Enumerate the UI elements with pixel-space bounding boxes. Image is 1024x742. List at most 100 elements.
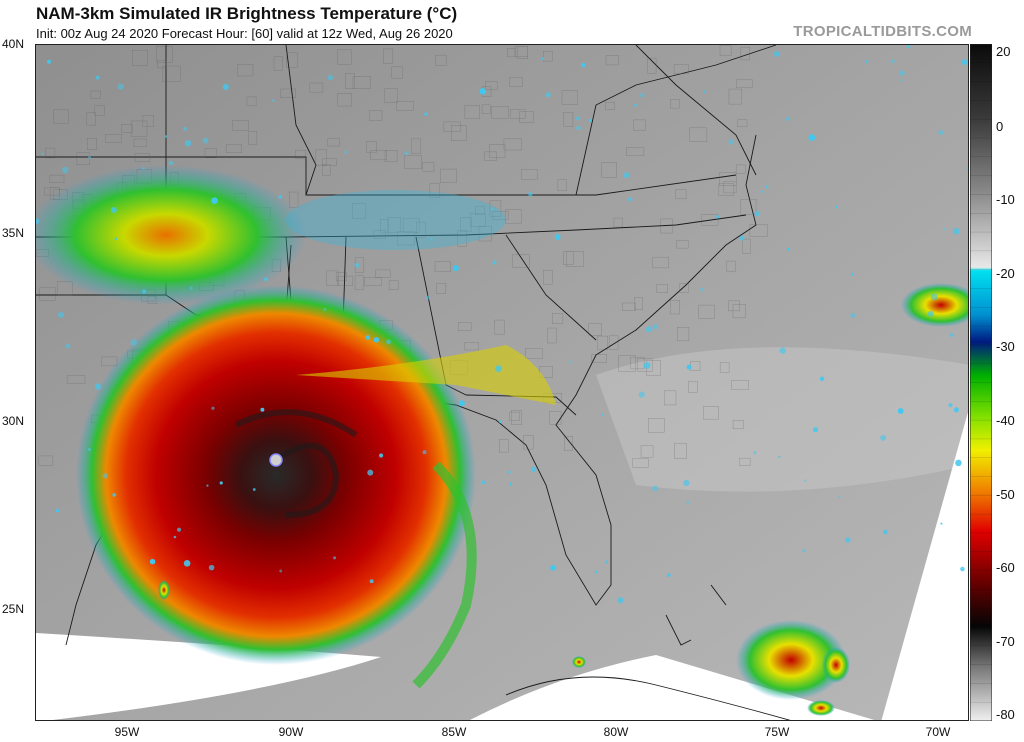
cloud-speckle [354, 262, 360, 268]
county-cell [634, 297, 643, 310]
county-cell [134, 153, 151, 162]
county-cell [49, 174, 65, 183]
cloud-speckle [927, 310, 934, 317]
county-cell [510, 109, 526, 119]
county-cell [335, 272, 347, 282]
rainband-east [412, 461, 477, 689]
county-cell [162, 65, 181, 82]
cloud-speckle [491, 208, 494, 211]
county-cell [731, 380, 749, 390]
atlantic-convection-east [901, 283, 968, 327]
cloud-speckle [942, 227, 946, 231]
cloud-speckle [168, 160, 174, 166]
cloud-speckle [430, 238, 433, 241]
county-cell [739, 457, 751, 466]
cloud-speckle [594, 570, 598, 574]
cloud-speckle [373, 336, 380, 343]
county-cell [509, 411, 520, 421]
county-cell [435, 54, 447, 66]
county-cell [503, 138, 522, 151]
county-cell [422, 162, 435, 172]
cloud-speckle [700, 287, 704, 292]
cloud-speckle [955, 459, 962, 467]
cloud-speckle [900, 79, 903, 82]
cloud-speckle [327, 74, 333, 81]
county-cell [384, 88, 398, 103]
county-cell [605, 55, 619, 66]
satellite-map[interactable] [35, 44, 969, 721]
colorbar-label-m70: -70 [996, 634, 1015, 649]
cloud-speckle [142, 167, 145, 170]
cloud-speckle [367, 469, 374, 476]
county-cell [618, 355, 636, 372]
county-cell [613, 217, 623, 228]
county-cell [469, 213, 486, 227]
cloud-speckle [404, 151, 409, 156]
county-cell [273, 56, 283, 71]
cloud-speckle [778, 455, 781, 459]
cloud-speckle [739, 235, 745, 241]
cloud-speckle [554, 234, 561, 240]
colorbar-label-m20: -20 [996, 266, 1015, 281]
cloud-speckle [279, 569, 283, 573]
county-cell [523, 435, 534, 450]
county-cell [86, 112, 96, 126]
cloud-speckle [495, 365, 502, 373]
cloud-speckle [786, 247, 790, 251]
county-cell [286, 52, 298, 68]
county-cell [557, 179, 567, 192]
cloud-speckle [264, 277, 268, 282]
county-cell [45, 147, 56, 159]
county-cell [380, 218, 389, 234]
county-cell [701, 214, 719, 226]
county-cell [157, 60, 167, 69]
cloud-speckle [652, 485, 659, 492]
county-cell [384, 150, 398, 163]
county-cell [564, 436, 573, 451]
cloud-speckle [643, 362, 651, 369]
county-cell [90, 90, 101, 99]
county-cell [337, 49, 352, 65]
cloud-speckle [773, 50, 780, 57]
cloud-speckle [222, 83, 229, 91]
cloud-speckle [55, 508, 60, 513]
county-cell [543, 50, 553, 62]
county-cell [749, 224, 768, 237]
county-cell [105, 133, 122, 143]
county-cell [368, 110, 383, 121]
county-cell [76, 152, 91, 165]
county-cell [547, 327, 557, 344]
cloud-speckle [141, 289, 147, 294]
cloud-speckle [531, 466, 537, 472]
county-cell [601, 162, 617, 178]
forecast-subtitle: Init: 00z Aug 24 2020 Forecast Hour: [60… [36, 26, 453, 41]
county-cell [719, 45, 732, 56]
cloud-speckle [930, 293, 938, 301]
cloud-speckle [938, 130, 944, 135]
cloud-speckle [481, 480, 486, 485]
map-canvas [36, 45, 968, 720]
county-cell [588, 323, 603, 336]
lon-label-85w: 85W [441, 725, 467, 739]
lat-label-25n: 25N [2, 602, 25, 616]
county-cell [489, 144, 506, 158]
ocean-haze [596, 347, 968, 492]
county-cell [237, 64, 254, 77]
county-cell [352, 203, 367, 219]
county-cell [436, 283, 447, 294]
cloud-speckle [479, 88, 487, 95]
cloud-speckle [819, 376, 825, 382]
cloud-speckle [948, 402, 953, 408]
cloud-speckle [802, 549, 806, 552]
lat-label-30n: 30N [2, 414, 25, 428]
county-cell [404, 155, 422, 169]
cloud-speckle [683, 479, 690, 487]
county-cell [411, 138, 421, 154]
no-data-region-east [881, 412, 968, 720]
county-cell [345, 73, 355, 89]
county-cell [397, 231, 415, 246]
cloud-speckle [605, 560, 608, 564]
county-cell [246, 96, 257, 106]
cloud-speckle [65, 343, 71, 349]
cloud-speckle [550, 564, 556, 571]
